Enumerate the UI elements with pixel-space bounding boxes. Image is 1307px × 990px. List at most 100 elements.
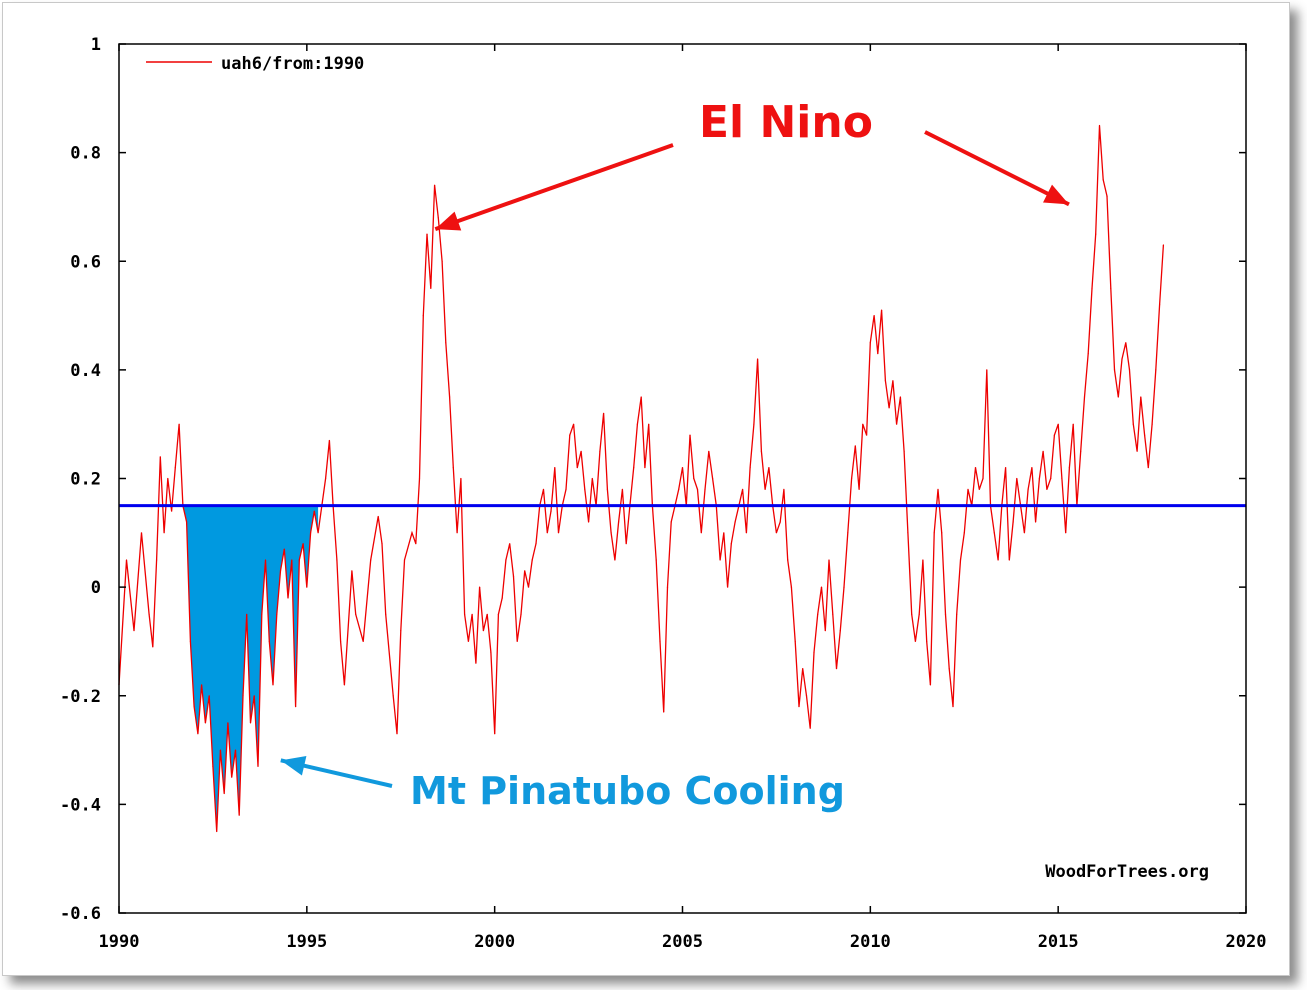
data-point bbox=[279, 570, 282, 572]
y-tick-label: -0.6 bbox=[60, 904, 101, 924]
data-point bbox=[186, 521, 188, 523]
data-point bbox=[588, 521, 590, 523]
data-point bbox=[858, 488, 860, 490]
data-point bbox=[1095, 233, 1097, 235]
data-point bbox=[884, 380, 887, 382]
data-point bbox=[993, 532, 995, 534]
data-point bbox=[264, 559, 267, 561]
data-point bbox=[974, 467, 977, 469]
data-point bbox=[494, 733, 496, 735]
data-point bbox=[1128, 369, 1131, 371]
data-point bbox=[512, 575, 515, 577]
data-point bbox=[159, 456, 161, 458]
data-point bbox=[576, 467, 578, 469]
data-point bbox=[212, 765, 214, 768]
data-point bbox=[415, 543, 417, 545]
data-point bbox=[798, 706, 800, 708]
data-point bbox=[223, 792, 225, 795]
data-point bbox=[486, 613, 488, 615]
data-point bbox=[542, 488, 545, 490]
data-point bbox=[1061, 477, 1063, 480]
data-point bbox=[167, 477, 169, 480]
data-point bbox=[982, 477, 984, 480]
data-point bbox=[948, 668, 950, 670]
data-point bbox=[204, 722, 206, 724]
data-point bbox=[1083, 396, 1086, 398]
data-point bbox=[866, 434, 868, 436]
data-point bbox=[174, 467, 176, 469]
x-tick-label: 1990 bbox=[99, 932, 140, 952]
data-point bbox=[452, 467, 454, 469]
data-point bbox=[1162, 244, 1164, 246]
data-point bbox=[343, 684, 345, 686]
data-point bbox=[1057, 423, 1059, 425]
data-point bbox=[573, 423, 575, 425]
data-point bbox=[1110, 287, 1112, 289]
x-tick-label: 2015 bbox=[1038, 932, 1079, 952]
data-point bbox=[1144, 434, 1146, 436]
data-point bbox=[929, 684, 932, 686]
data-point bbox=[659, 640, 661, 643]
data-point bbox=[520, 613, 522, 615]
data-point bbox=[140, 532, 143, 534]
data-point bbox=[253, 695, 255, 697]
y-tick-label: 0.2 bbox=[70, 470, 101, 490]
axis-ticks: 1990 1995 2000 2005 2010 2015 2020 1 0.8 0.6 0.4 0.… bbox=[60, 35, 1266, 952]
data-point bbox=[546, 532, 548, 534]
data-point bbox=[843, 586, 845, 588]
data-point bbox=[719, 559, 721, 561]
data-point bbox=[648, 423, 650, 425]
data-point bbox=[268, 640, 270, 643]
data-point bbox=[516, 640, 518, 643]
data-point bbox=[933, 532, 935, 534]
data-point bbox=[554, 467, 556, 469]
data-point bbox=[490, 651, 492, 653]
x-tick-label: 2010 bbox=[850, 932, 891, 952]
data-point bbox=[527, 586, 530, 588]
data-point bbox=[794, 640, 796, 643]
data-point bbox=[531, 559, 533, 561]
data-point bbox=[1005, 467, 1007, 469]
data-point bbox=[219, 749, 221, 751]
data-point bbox=[873, 315, 875, 317]
data-point bbox=[956, 613, 958, 615]
data-point bbox=[1102, 179, 1104, 181]
data-point bbox=[1106, 195, 1108, 197]
data-point bbox=[636, 423, 639, 425]
data-point bbox=[261, 613, 263, 615]
data-point bbox=[460, 477, 462, 480]
data-point bbox=[663, 711, 665, 713]
data-point bbox=[1132, 423, 1134, 425]
data-point bbox=[1050, 477, 1052, 480]
data-point bbox=[986, 369, 988, 371]
data-point bbox=[1065, 532, 1067, 534]
data-point bbox=[640, 396, 642, 398]
data-point bbox=[178, 423, 180, 425]
data-point bbox=[125, 559, 128, 561]
data-point bbox=[242, 695, 244, 697]
data-point bbox=[317, 532, 319, 534]
data-point bbox=[1117, 396, 1119, 398]
credit-label: WoodForTrees.org bbox=[1045, 862, 1209, 882]
data-point bbox=[1155, 369, 1157, 371]
data-point bbox=[1053, 434, 1055, 436]
data-point bbox=[328, 439, 330, 442]
data-point bbox=[610, 532, 612, 534]
pinatubo-fill-layer bbox=[182, 505, 319, 832]
data-point bbox=[802, 668, 804, 670]
data-point bbox=[396, 733, 398, 735]
data-point bbox=[820, 586, 823, 588]
data-point bbox=[926, 640, 928, 643]
data-point bbox=[851, 477, 853, 480]
data-point bbox=[580, 450, 582, 452]
data-point bbox=[287, 597, 289, 599]
data-point bbox=[753, 423, 755, 425]
data-point bbox=[666, 586, 669, 588]
x-tick-label: 1995 bbox=[286, 932, 327, 952]
data-point bbox=[355, 613, 357, 615]
data-point bbox=[877, 353, 879, 355]
data-point bbox=[783, 488, 785, 490]
data-point bbox=[655, 559, 657, 561]
data-point bbox=[171, 510, 173, 512]
data-point bbox=[385, 613, 387, 615]
